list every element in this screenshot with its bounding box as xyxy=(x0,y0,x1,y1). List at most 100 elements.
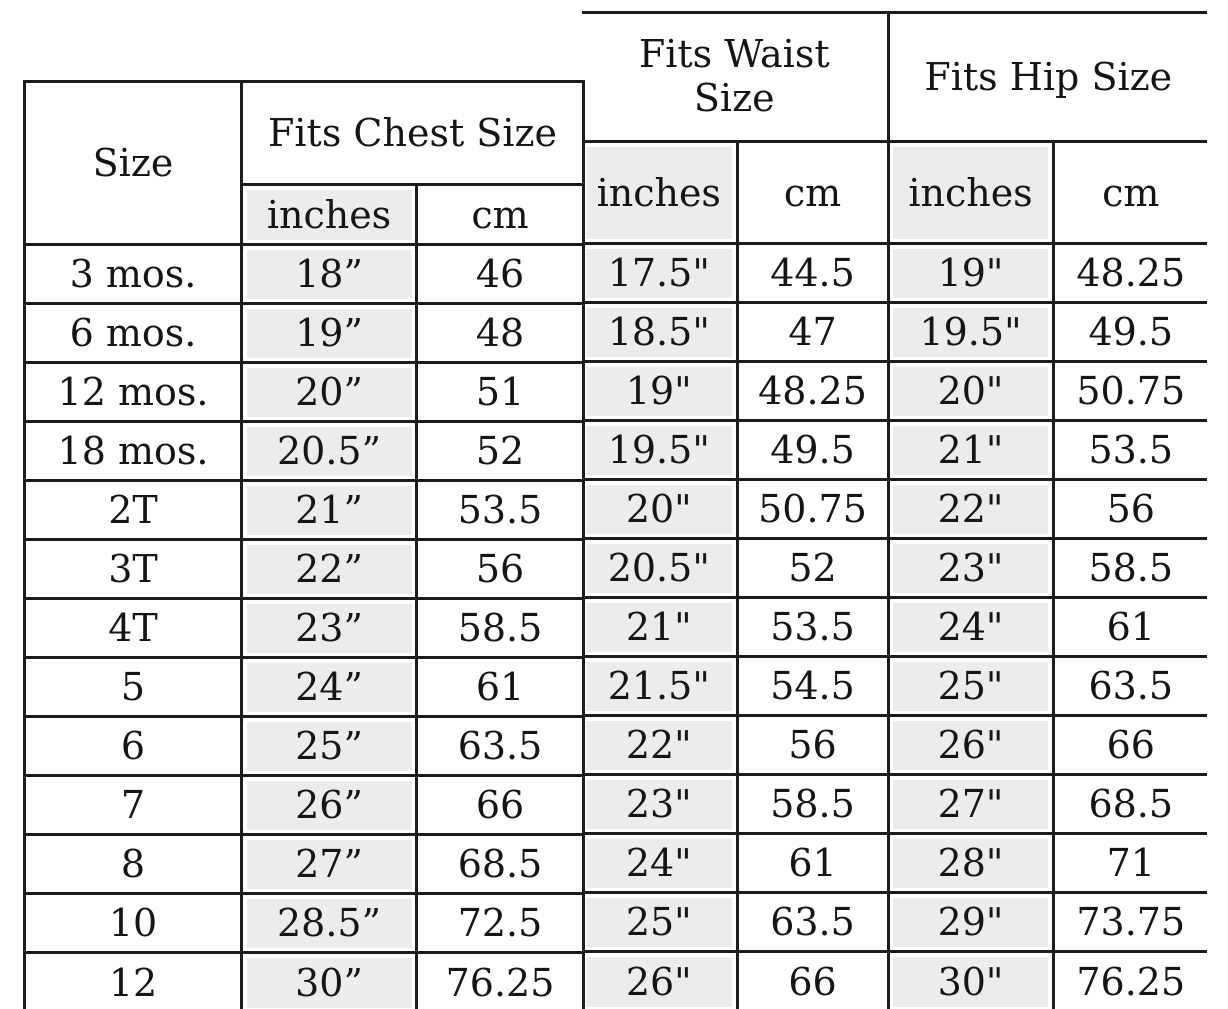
table-row: 19.5" 49.5 21" 53.5 xyxy=(582,419,1208,481)
waist-cm-value: 52 xyxy=(735,537,890,599)
table-row: 18 mos. 20.5” 52 xyxy=(23,420,586,482)
table-row: 6 25” 63.5 xyxy=(23,715,586,777)
hip-cm-value: 61 xyxy=(1051,596,1208,658)
table-row: 21" 53.5 24" 61 xyxy=(582,596,1208,658)
table-row: 6 mos. 19” 48 xyxy=(23,302,586,364)
table-row: 26" 66 30" 76.25 xyxy=(582,950,1208,1009)
table-subheader-row: inches cm inches cm xyxy=(582,140,1208,245)
table-row: 3T 22” 56 xyxy=(23,538,586,600)
waist-cm-value: 48.25 xyxy=(735,360,890,422)
size-value: 2T xyxy=(23,479,243,541)
hip-cm-value: 76.25 xyxy=(1051,950,1208,1009)
table-row: 24" 61 28" 71 xyxy=(582,832,1208,894)
table-row: 3 mos. 18” 46 xyxy=(23,243,586,305)
chest-cm-value: 72.5 xyxy=(414,892,586,954)
chest-cm-value: 51 xyxy=(414,361,586,423)
hip-inches-value: 21" xyxy=(886,419,1055,481)
size-header: Size xyxy=(23,80,243,246)
waist-inches-value: 21.5" xyxy=(582,655,739,717)
waist-inches-value: 22" xyxy=(582,714,739,776)
table-header-row: Size Fits Chest Size xyxy=(23,80,586,246)
waist-inches-value: 21" xyxy=(582,596,739,658)
size-value: 3T xyxy=(23,538,243,600)
chest-cm-value: 76.25 xyxy=(414,951,586,1009)
chest-inches-value: 24” xyxy=(240,656,418,718)
chest-inches-value: 19” xyxy=(240,302,418,364)
table-row: 4T 23” 58.5 xyxy=(23,597,586,659)
hip-cm-value: 49.5 xyxy=(1051,301,1208,363)
chest-inches-value: 22” xyxy=(240,538,418,600)
hip-inches-value: 25" xyxy=(886,655,1055,717)
hip-cm-value: 68.5 xyxy=(1051,773,1208,835)
table-row: 22" 56 26" 66 xyxy=(582,714,1208,776)
table-row: 20.5" 52 23" 58.5 xyxy=(582,537,1208,599)
hip-inches-value: 20" xyxy=(886,360,1055,422)
waist-hip-size-table: Fits Waist Size Fits Hip Size inches cm … xyxy=(582,11,1208,1009)
chest-inches-value: 21” xyxy=(240,479,418,541)
table-header-row: Fits Waist Size Fits Hip Size xyxy=(582,11,1208,143)
table-row: 19" 48.25 20" 50.75 xyxy=(582,360,1208,422)
chest-inches-value: 23” xyxy=(240,597,418,659)
hip-cm-value: 71 xyxy=(1051,832,1208,894)
size-value: 10 xyxy=(23,892,243,954)
waist-inches-value: 20.5" xyxy=(582,537,739,599)
chest-inches-value: 18” xyxy=(240,243,418,305)
size-value: 8 xyxy=(23,833,243,895)
table-row: 7 26” 66 xyxy=(23,774,586,836)
size-value: 12 xyxy=(23,951,243,1009)
hip-cm-value: 58.5 xyxy=(1051,537,1208,599)
waist-inches-value: 18.5" xyxy=(582,301,739,363)
waist-cm-value: 44.5 xyxy=(735,242,890,304)
hip-inches-value: 19.5" xyxy=(886,301,1055,363)
hip-inches-value: 24" xyxy=(886,596,1055,658)
waist-inches-value: 24" xyxy=(582,832,739,894)
waist-inches-value: 25" xyxy=(582,891,739,953)
waist-cm-value: 56 xyxy=(735,714,890,776)
chest-size-table: Size Fits Chest Size inches cm 3 mos. 18”… xyxy=(23,80,586,1009)
table-row: 17.5" 44.5 19" 48.25 xyxy=(582,242,1208,304)
waist-cm-value: 66 xyxy=(735,950,890,1009)
chest-cm-header: cm xyxy=(414,183,586,246)
hip-cm-header: cm xyxy=(1051,140,1208,245)
hip-inches-value: 28" xyxy=(886,832,1055,894)
hip-cm-value: 63.5 xyxy=(1051,655,1208,717)
table-row: 21.5" 54.5 25" 63.5 xyxy=(582,655,1208,717)
table-subheader-row: inches cm xyxy=(25,183,586,246)
chest-cm-value: 52 xyxy=(414,420,586,482)
chest-inches-value: 20” xyxy=(240,361,418,423)
hip-inches-value: 19" xyxy=(886,242,1055,304)
chest-inches-value: 20.5” xyxy=(240,420,418,482)
chest-inches-value: 30” xyxy=(240,951,418,1009)
chest-cm-value: 48 xyxy=(414,302,586,364)
waist-inches-value: 23" xyxy=(582,773,739,835)
hip-cm-value: 73.75 xyxy=(1051,891,1208,953)
table-row: 2T 21” 53.5 xyxy=(23,479,586,541)
table-row: 20" 50.75 22" 56 xyxy=(582,478,1208,540)
waist-cm-value: 50.75 xyxy=(735,478,890,540)
hip-inches-header: inches xyxy=(886,140,1055,245)
waist-inches-value: 20" xyxy=(582,478,739,540)
size-value: 6 mos. xyxy=(23,302,243,364)
chest-cm-value: 66 xyxy=(414,774,586,836)
waist-cm-value: 49.5 xyxy=(735,419,890,481)
hip-inches-value: 22" xyxy=(886,478,1055,540)
table-row: 12 30” 76.25 xyxy=(23,951,586,1009)
waist-inches-value: 19" xyxy=(582,360,739,422)
table-row: 23" 58.5 27" 68.5 xyxy=(582,773,1208,835)
waist-cm-value: 61 xyxy=(735,832,890,894)
hip-cm-value: 66 xyxy=(1051,714,1208,776)
size-value: 5 xyxy=(23,656,243,718)
size-value: 18 mos. xyxy=(23,420,243,482)
waist-cm-value: 63.5 xyxy=(735,891,890,953)
waist-cm-header: cm xyxy=(735,140,890,245)
hip-inches-value: 26" xyxy=(886,714,1055,776)
hip-inches-value: 27" xyxy=(886,773,1055,835)
chest-cm-value: 53.5 xyxy=(414,479,586,541)
size-value: 4T xyxy=(23,597,243,659)
waist-inches-header: inches xyxy=(582,140,739,245)
chest-inches-value: 25” xyxy=(240,715,418,777)
hip-cm-value: 48.25 xyxy=(1051,242,1208,304)
waist-inches-value: 26" xyxy=(582,950,739,1009)
waist-inches-value: 19.5" xyxy=(582,419,739,481)
